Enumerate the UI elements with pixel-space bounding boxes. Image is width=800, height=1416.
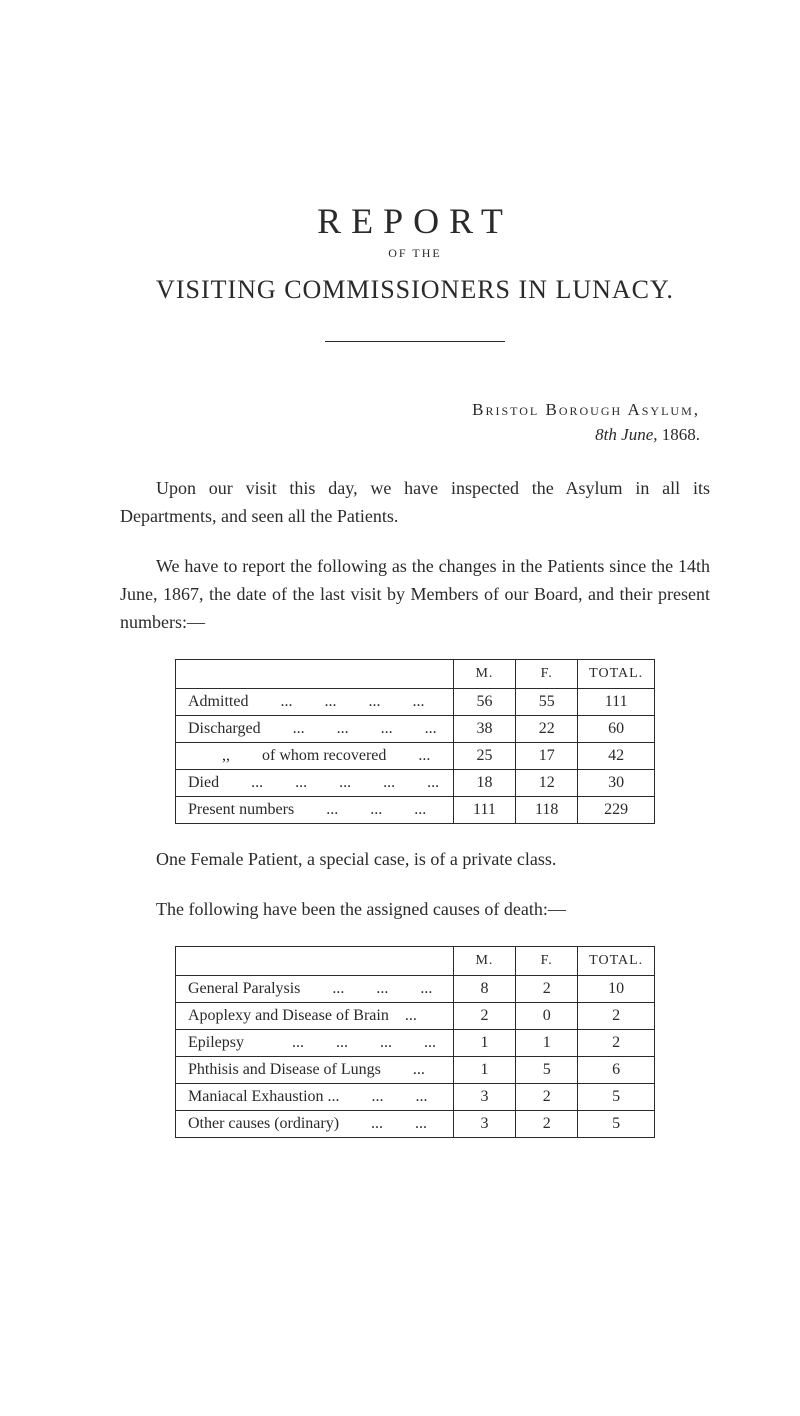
table-cell: 111 <box>453 796 515 823</box>
table-cell: 12 <box>516 769 578 796</box>
table-cell: 17 <box>516 742 578 769</box>
paragraph-4: The following have been the assigned cau… <box>120 896 710 924</box>
table-cell: 118 <box>516 796 578 823</box>
table-cell: 25 <box>453 742 515 769</box>
table-header-blank <box>176 946 454 975</box>
table-cell-label: Died ... ... ... ... ... <box>176 769 454 796</box>
table-header-f: F. <box>516 659 578 688</box>
table-header-row: M. F. TOTAL. <box>176 946 655 975</box>
table-cell: 229 <box>578 796 655 823</box>
table-cell-label: Admitted ... ... ... ... <box>176 688 454 715</box>
table-cell: 55 <box>516 688 578 715</box>
table-row: Other causes (ordinary) ... ... 3 2 5 <box>176 1110 655 1137</box>
report-title-line1: REPORT <box>120 200 710 242</box>
table-header-m: M. <box>453 946 515 975</box>
table-row: Maniacal Exhaustion ... ... ... 3 2 5 <box>176 1083 655 1110</box>
table-header-m: M. <box>453 659 515 688</box>
patients-numbers-table: M. F. TOTAL. Admitted ... ... ... ... 56… <box>175 659 655 824</box>
table-row: Phthisis and Disease of Lungs ... 1 5 6 <box>176 1056 655 1083</box>
table-header-row: M. F. TOTAL. <box>176 659 655 688</box>
report-title-line2: VISITING COMMISSIONERS IN LUNACY. <box>120 275 710 305</box>
table-cell: 5 <box>516 1056 578 1083</box>
table-header-blank <box>176 659 454 688</box>
paragraph-1: Upon our visit this day, we have inspect… <box>120 475 710 531</box>
address-date-year: 1868. <box>658 425 701 444</box>
table-cell: 2 <box>516 1083 578 1110</box>
table-header-total: TOTAL. <box>578 659 655 688</box>
causes-of-death-table: M. F. TOTAL. General Paralysis ... ... .… <box>175 946 655 1138</box>
table-row: General Paralysis ... ... ... 8 2 10 <box>176 975 655 1002</box>
table-row: Discharged ... ... ... ... 38 22 60 <box>176 715 655 742</box>
table-cell-label: Present numbers ... ... ... <box>176 796 454 823</box>
table-cell: 3 <box>453 1110 515 1137</box>
table-cell: 1 <box>516 1029 578 1056</box>
table-cell-label: Phthisis and Disease of Lungs ... <box>176 1056 454 1083</box>
address-date-italic: 8th June, <box>595 425 657 444</box>
table-cell: 2 <box>516 1110 578 1137</box>
table-cell: 6 <box>578 1056 655 1083</box>
table-row: Present numbers ... ... ... 111 118 229 <box>176 796 655 823</box>
table-cell-label: ,, of whom recovered ... <box>176 742 454 769</box>
table-cell: 38 <box>453 715 515 742</box>
table-header-f: F. <box>516 946 578 975</box>
table-row: ,, of whom recovered ... 25 17 42 <box>176 742 655 769</box>
table-cell-label: Other causes (ordinary) ... ... <box>176 1110 454 1137</box>
paragraph-2: We have to report the following as the c… <box>120 553 710 637</box>
table-row: Admitted ... ... ... ... 56 55 111 <box>176 688 655 715</box>
table-row: Died ... ... ... ... ... 18 12 30 <box>176 769 655 796</box>
table-cell-label: Epilepsy ... ... ... ... <box>176 1029 454 1056</box>
table-cell: 2 <box>453 1002 515 1029</box>
paragraph-3: One Female Patient, a special case, is o… <box>120 846 710 874</box>
table-cell: 10 <box>578 975 655 1002</box>
table-cell: 5 <box>578 1110 655 1137</box>
table-2-wrap: M. F. TOTAL. General Paralysis ... ... .… <box>175 946 655 1138</box>
address-block: Bristol Borough Asylum, 8th June, 1868. <box>120 398 710 447</box>
table-row: Epilepsy ... ... ... ... 1 1 2 <box>176 1029 655 1056</box>
report-title-sub: OF THE <box>120 246 710 261</box>
table-row: Apoplexy and Disease of Brain ... 2 0 2 <box>176 1002 655 1029</box>
table-cell: 42 <box>578 742 655 769</box>
table-cell-label: Apoplexy and Disease of Brain ... <box>176 1002 454 1029</box>
table-cell: 22 <box>516 715 578 742</box>
address-date: 8th June, 1868. <box>120 423 700 448</box>
table-header-total: TOTAL. <box>578 946 655 975</box>
table-cell: 0 <box>516 1002 578 1029</box>
table-cell: 1 <box>453 1029 515 1056</box>
table-cell: 2 <box>516 975 578 1002</box>
table-cell: 8 <box>453 975 515 1002</box>
table-cell-label: Maniacal Exhaustion ... ... ... <box>176 1083 454 1110</box>
table-cell: 18 <box>453 769 515 796</box>
table-cell-label: Discharged ... ... ... ... <box>176 715 454 742</box>
table-cell: 3 <box>453 1083 515 1110</box>
table-cell: 2 <box>578 1002 655 1029</box>
table-cell: 2 <box>578 1029 655 1056</box>
table-cell: 60 <box>578 715 655 742</box>
table-1-wrap: M. F. TOTAL. Admitted ... ... ... ... 56… <box>175 659 655 824</box>
table-cell: 111 <box>578 688 655 715</box>
table-cell: 30 <box>578 769 655 796</box>
table-cell: 5 <box>578 1083 655 1110</box>
table-cell-label: General Paralysis ... ... ... <box>176 975 454 1002</box>
table-cell: 56 <box>453 688 515 715</box>
horizontal-divider <box>325 341 505 342</box>
address-institution: Bristol Borough Asylum, <box>120 398 700 423</box>
table-cell: 1 <box>453 1056 515 1083</box>
